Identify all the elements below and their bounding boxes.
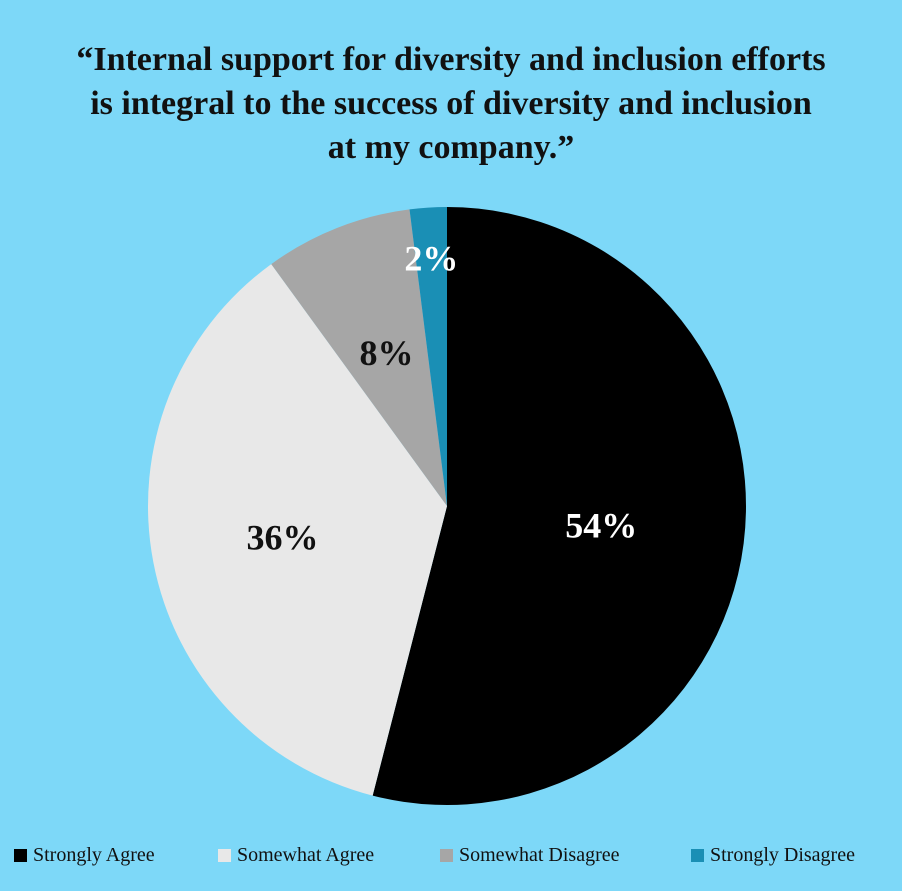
legend-label-strongly-disagree: Strongly Disagree — [710, 843, 855, 866]
chart-title: “Internal support for diversity and incl… — [0, 38, 902, 170]
pie-label-somewhat-disagree: 8% — [359, 333, 413, 373]
legend-item-strongly-disagree: Strongly Disagree — [691, 840, 855, 870]
legend-item-strongly-agree: Strongly Agree — [14, 840, 155, 870]
legend-item-somewhat-disagree: Somewhat Disagree — [440, 840, 620, 870]
legend-label-somewhat-agree: Somewhat Agree — [237, 843, 375, 866]
pie-slice-strongly-disagree — [409, 207, 447, 506]
chart-title-line-1: “Internal support for diversity and incl… — [76, 41, 826, 78]
pie-slice-somewhat-disagree — [271, 209, 447, 506]
pie-label-somewhat-agree: 36% — [247, 517, 319, 557]
pie-slice-somewhat-agree — [148, 264, 447, 796]
legend-swatch-strongly-disagree — [691, 848, 704, 862]
pie-label-strongly-agree: 54% — [565, 505, 637, 545]
chart-legend: Strongly Agree Somewhat Agree Somewhat D… — [0, 840, 902, 870]
chart-title-line-2: is integral to the success of diversity … — [90, 85, 812, 122]
legend-label-somewhat-disagree: Somewhat Disagree — [459, 843, 620, 866]
pie-label-strongly-disagree: 2% — [404, 238, 458, 278]
chart-title-line-3: at my company.” — [327, 129, 575, 166]
legend-label-strongly-agree: Strongly Agree — [33, 843, 155, 866]
legend-swatch-somewhat-agree — [218, 848, 231, 862]
legend-swatch-strongly-agree — [14, 848, 27, 862]
legend-swatch-somewhat-disagree — [440, 848, 453, 862]
pie-slice-strongly-agree — [372, 207, 747, 806]
legend-item-somewhat-agree: Somewhat Agree — [218, 840, 374, 870]
